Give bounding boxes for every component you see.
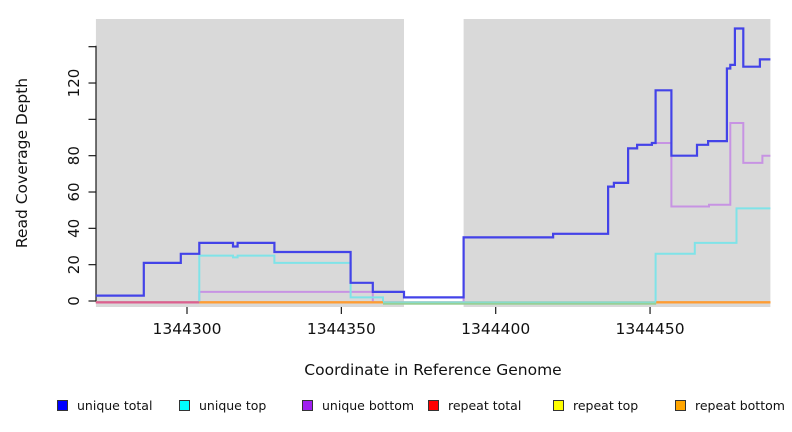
y-tick-label: 60 xyxy=(65,182,83,201)
legend-label-repeat-bottom: repeat bottom xyxy=(695,397,785,413)
y-tick-label: 80 xyxy=(65,146,83,165)
x-tick-label: 1344450 xyxy=(616,320,685,338)
x-tick-label: 1344400 xyxy=(461,320,530,338)
legend-label-repeat-total: repeat total xyxy=(448,397,522,413)
legend-item-repeat-bottom: repeat bottom xyxy=(675,394,785,416)
legend-label-unique-total: unique total xyxy=(77,397,153,413)
legend-item-repeat-total: repeat total xyxy=(428,394,521,416)
axes-layer: 0 20 40 60 80 120 1344300 1344350 1344400 1344450 xyxy=(65,45,685,338)
legend-label-unique-bottom: unique bottom xyxy=(322,397,415,413)
y-axis-title: Read Coverage Depth xyxy=(13,78,31,248)
series-line-unique-total xyxy=(95,27,771,299)
legend-swatch-repeat-total xyxy=(428,399,439,411)
legend-swatch-unique-top xyxy=(179,399,190,411)
x-axis-title: Coordinate in Reference Genome xyxy=(304,361,561,379)
plot-panel-group xyxy=(95,19,771,307)
legend-item-unique-top: unique top xyxy=(179,394,266,416)
legend-swatch-repeat-bottom xyxy=(675,399,686,411)
plot-panel-1 xyxy=(463,19,771,307)
series-layer xyxy=(95,27,771,305)
legend-swatch-repeat-top xyxy=(553,399,564,411)
legend-swatch-unique-total xyxy=(57,399,68,411)
legend: unique total unique top unique bottom re… xyxy=(0,394,792,418)
legend-label-unique-top: unique top xyxy=(199,397,267,413)
plot-panel-0 xyxy=(95,19,405,307)
y-tick-label: 40 xyxy=(65,219,83,238)
y-tick-label: 20 xyxy=(65,255,83,274)
legend-swatch-unique-bottom xyxy=(302,399,313,411)
legend-item-repeat-top: repeat top xyxy=(553,394,638,416)
y-tick-label: 120 xyxy=(65,69,83,98)
y-tick-label: 0 xyxy=(65,296,83,306)
legend-label-repeat-top: repeat top xyxy=(573,397,639,413)
legend-item-unique-bottom: unique bottom xyxy=(302,394,414,416)
x-tick-label: 1344350 xyxy=(307,320,376,338)
legend-item-unique-total: unique total xyxy=(57,394,152,416)
x-tick-label: 1344300 xyxy=(152,320,221,338)
